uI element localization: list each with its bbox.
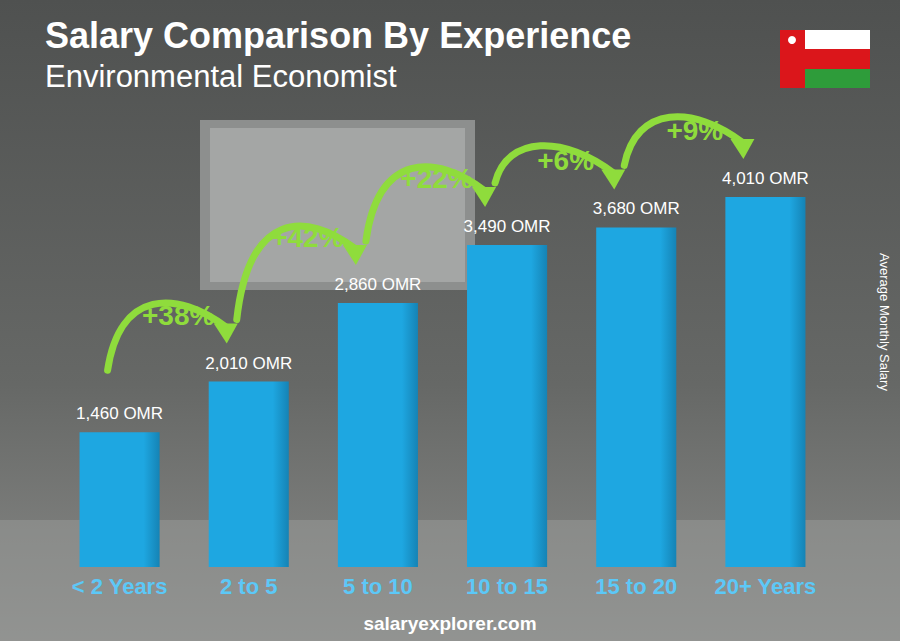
svg-text:salaryexplorer.com: salaryexplorer.com bbox=[363, 613, 536, 634]
svg-text:+42%: +42% bbox=[271, 222, 343, 253]
svg-text:+9%: +9% bbox=[666, 115, 723, 146]
svg-text:2 to 5: 2 to 5 bbox=[220, 574, 277, 599]
svg-text:Average Monthly Salary: Average Monthly Salary bbox=[877, 253, 892, 391]
svg-text:10 to 15: 10 to 15 bbox=[466, 574, 548, 599]
svg-text:5 to 10: 5 to 10 bbox=[343, 574, 413, 599]
svg-text:2,860 OMR: 2,860 OMR bbox=[334, 275, 421, 294]
svg-text:+6%: +6% bbox=[537, 145, 594, 176]
svg-text:Environmental Economist: Environmental Economist bbox=[45, 59, 397, 94]
svg-text:Salary Comparison By Experienc: Salary Comparison By Experience bbox=[45, 15, 631, 56]
svg-text:3,490 OMR: 3,490 OMR bbox=[464, 217, 551, 236]
svg-text:+22%: +22% bbox=[400, 163, 472, 194]
svg-text:15 to 20: 15 to 20 bbox=[595, 574, 677, 599]
svg-text:20+ Years: 20+ Years bbox=[715, 574, 817, 599]
svg-text:2,010 OMR: 2,010 OMR bbox=[205, 354, 292, 373]
svg-text:+38%: +38% bbox=[142, 300, 214, 331]
svg-text:< 2 Years: < 2 Years bbox=[72, 574, 168, 599]
svg-text:1,460 OMR: 1,460 OMR bbox=[76, 404, 163, 423]
svg-text:3,680 OMR: 3,680 OMR bbox=[593, 199, 680, 218]
svg-text:4,010 OMR: 4,010 OMR bbox=[722, 169, 809, 188]
